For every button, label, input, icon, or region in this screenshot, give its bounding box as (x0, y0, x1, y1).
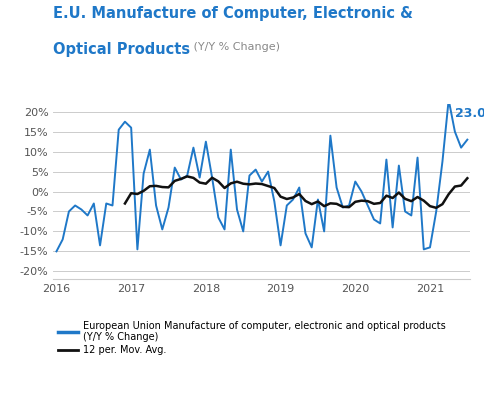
Text: (Y/Y % Change): (Y/Y % Change) (190, 42, 280, 52)
Text: Optical Products: Optical Products (53, 42, 190, 57)
Legend: European Union Manufacture of computer, electronic and optical products
(Y/Y % C: European Union Manufacture of computer, … (58, 321, 444, 355)
Text: 23.0%: 23.0% (454, 107, 484, 120)
Text: E.U. Manufacture of Computer, Electronic &: E.U. Manufacture of Computer, Electronic… (53, 6, 412, 21)
